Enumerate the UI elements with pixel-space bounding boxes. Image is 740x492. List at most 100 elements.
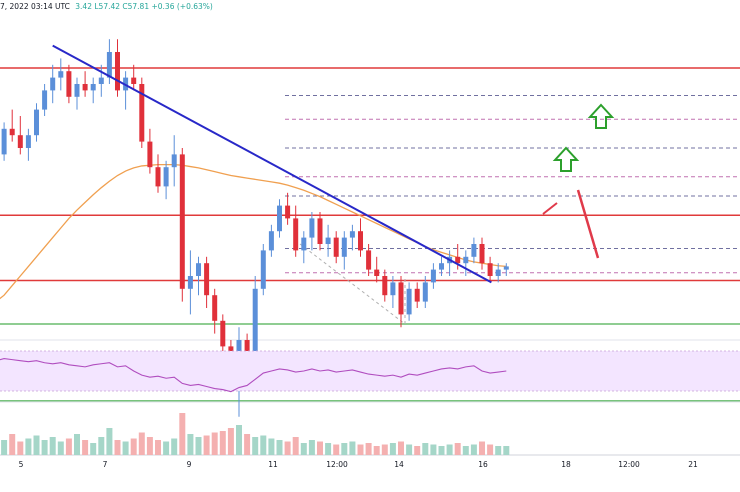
volume-bar [487,444,494,455]
candle-body [309,218,315,238]
x-tick-label: 21 [688,460,698,469]
candle-body [115,52,120,91]
candle-body [487,263,493,276]
candle-body [74,84,80,97]
volume-bar [446,444,453,455]
candle-body [349,231,355,238]
volume-bar [155,440,161,455]
volume-bar [65,438,72,455]
candle-body [163,167,169,187]
volume-bar [349,441,356,455]
candle-body [422,282,428,302]
volume-bar [470,444,477,455]
volume-bar [41,440,48,455]
volume-bar [252,437,259,455]
volume-bar [495,446,502,455]
volume-bar [325,443,332,455]
candle-body [139,84,145,142]
candle-body [293,218,299,251]
candle-body [341,237,347,257]
volume-bar [138,432,145,455]
ohlc-values: 3.42 L57.42 C57.81 +0.36 (+0.63%) [75,2,213,11]
candle-body [430,269,436,283]
volume-bar [146,437,153,455]
volume-bar [33,435,40,455]
rsi-line [0,358,507,393]
volume-bar [479,441,485,455]
candle-body [244,340,250,353]
x-tick-label: 18 [561,460,571,469]
x-tick-label: 7 [103,460,108,469]
candle-body [277,205,282,232]
x-tick-label: 12:00 [618,460,640,469]
volume-bar [308,440,315,455]
volume-bar [211,432,218,455]
volume-bar [365,443,372,455]
candle-body [90,84,96,91]
volume-bar [227,428,234,455]
x-tick-label: 11 [268,460,278,469]
volume-bar [49,437,56,455]
candle-body [439,263,444,270]
candle-body [398,282,404,315]
volume-bar [122,441,129,455]
candle-body [366,250,372,270]
volume-bar [462,446,469,455]
x-tick-label: 5 [19,460,24,469]
volume-bar [381,444,388,455]
candle-body [495,269,501,276]
x-tick-label: 9 [187,460,192,469]
volume-bar [430,444,437,455]
up-arrow-icon [552,146,580,172]
volume-bar [454,443,461,455]
candle-body [106,52,112,78]
volume-bar [414,446,421,455]
candle-body [285,205,291,219]
volume-bar [276,440,283,455]
volume-bar [203,435,210,455]
volume-bar [57,441,64,455]
volume-bar [406,444,413,455]
candle-body [17,135,23,148]
candle-body [382,276,388,296]
volume-bar [90,443,97,455]
volume-bar [98,437,105,455]
candle-body [471,244,477,257]
volume-bar [163,441,170,455]
volume-bar [1,440,8,455]
volume-bar [74,434,80,455]
projection-up-stroke [542,202,558,215]
volume-bar [25,438,32,455]
volume-bar [106,428,113,455]
candle-body [317,218,323,244]
candle-body [171,154,177,168]
candle-body [98,77,104,84]
volume-bar [114,440,121,455]
volume-bar [130,438,137,455]
candle-body [196,263,201,276]
candle-body [187,276,193,289]
volume-bar [422,443,429,455]
candle-body [25,135,31,148]
projection-down-stroke [576,189,600,259]
volume-bar [171,438,178,455]
volume-bar [300,443,307,455]
candle-body [390,282,396,296]
candle-body [479,244,485,264]
candle-body [66,71,72,97]
candle-body [455,256,461,264]
x-tick-label: 16 [478,460,488,469]
volume-bar [398,441,404,455]
volume-bar [9,434,16,455]
rsi-band [0,351,740,391]
candle-body [268,231,274,251]
date-text: 7, 2022 03:14 UTC [0,2,70,11]
guide-line [299,243,406,325]
volume-bar [503,446,510,455]
volume-bar [179,413,186,455]
candle-body [34,109,39,136]
candle-body [147,141,153,168]
candle-body [155,167,161,187]
